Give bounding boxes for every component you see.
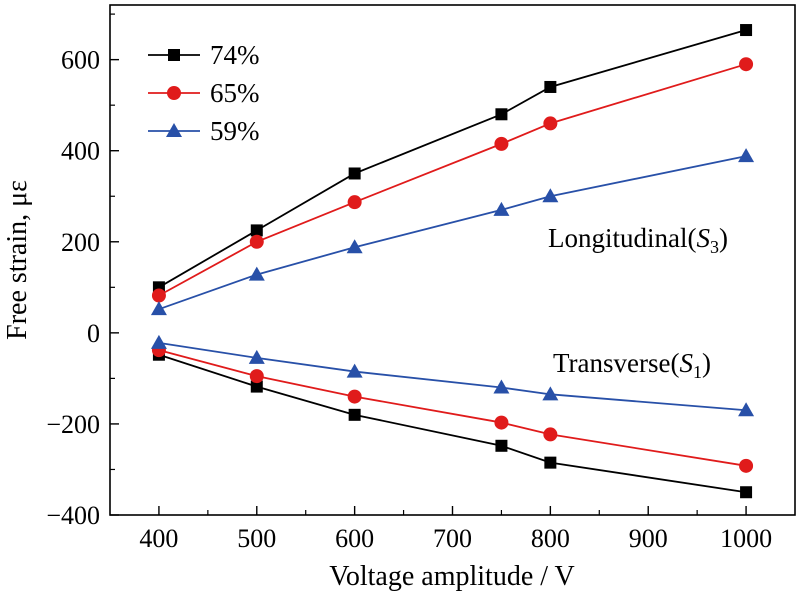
annotation-longitudinal: Longitudinal(S3)	[548, 223, 728, 257]
data-point-longitudinal	[347, 195, 362, 210]
data-point-transverse	[738, 402, 755, 417]
data-point-longitudinal	[739, 57, 754, 72]
y-axis-title: Free strain, με	[2, 180, 33, 340]
x-tick-label: 400	[139, 524, 178, 553]
data-point-longitudinal	[346, 239, 363, 254]
data-point-transverse	[348, 408, 361, 421]
x-tick-label: 900	[629, 524, 668, 553]
series-line-transverse	[158, 349, 747, 467]
series-line-longitudinal	[158, 29, 747, 289]
legend-label: 65%	[210, 78, 260, 108]
x-tick-label: 500	[237, 524, 276, 553]
data-point-transverse	[543, 427, 558, 442]
y-tick-label: 200	[61, 228, 100, 257]
series-line-transverse	[158, 341, 747, 412]
data-point-transverse	[494, 415, 509, 430]
annotation-transverse: Transverse(S1)	[553, 348, 711, 382]
data-point-transverse	[542, 386, 559, 401]
data-point-longitudinal	[250, 224, 263, 237]
series-line-longitudinal	[158, 63, 747, 297]
y-tick-label: 600	[61, 46, 100, 75]
legend-label: 74%	[210, 40, 260, 70]
series-layer	[150, 24, 755, 499]
legend-marker	[167, 86, 181, 100]
series-59pct	[150, 148, 755, 417]
data-point-longitudinal	[543, 116, 558, 131]
data-point-transverse	[544, 456, 557, 469]
data-point-transverse	[150, 334, 167, 349]
data-point-longitudinal	[493, 201, 510, 216]
data-point-transverse	[493, 379, 510, 394]
data-point-transverse	[346, 363, 363, 378]
data-point-transverse	[495, 439, 508, 452]
data-point-longitudinal	[348, 167, 361, 180]
x-axis-title: Voltage amplitude / V	[329, 561, 575, 592]
series-74pct	[152, 24, 753, 499]
legend-marker	[166, 123, 182, 137]
series-line-longitudinal	[158, 155, 747, 311]
y-tick-label: 0	[87, 319, 100, 348]
data-point-longitudinal	[738, 148, 755, 163]
data-point-transverse	[248, 349, 265, 364]
y-tick-label: 400	[61, 137, 100, 166]
data-point-transverse	[740, 486, 753, 499]
data-point-longitudinal	[740, 24, 753, 37]
legend-label: 59%	[210, 116, 260, 146]
legend: 74% 65% 59%	[148, 40, 260, 146]
y-tick-label: −400	[46, 501, 100, 530]
data-point-transverse	[347, 389, 362, 404]
data-point-longitudinal	[151, 288, 166, 303]
data-point-longitudinal	[495, 108, 508, 121]
legend-marker	[168, 49, 180, 61]
axis-ticks: 400 500 600 700 800 900 1000 −400 −200 0 200 400 600	[46, 13, 772, 553]
y-tick-label: −200	[46, 410, 100, 439]
data-point-transverse	[739, 458, 754, 473]
x-tick-label: 600	[335, 524, 374, 553]
series-65pct	[151, 57, 754, 473]
data-point-longitudinal	[249, 234, 264, 249]
data-point-longitudinal	[542, 188, 559, 203]
data-point-longitudinal	[248, 266, 265, 281]
series-line-transverse	[158, 353, 747, 494]
data-point-longitudinal	[494, 136, 509, 151]
x-tick-label: 800	[531, 524, 570, 553]
x-tick-label: 700	[433, 524, 472, 553]
data-point-longitudinal	[544, 80, 557, 93]
data-point-transverse	[250, 380, 263, 393]
x-tick-label: 1000	[720, 524, 772, 553]
data-point-longitudinal	[150, 301, 167, 316]
data-point-transverse	[249, 369, 264, 384]
